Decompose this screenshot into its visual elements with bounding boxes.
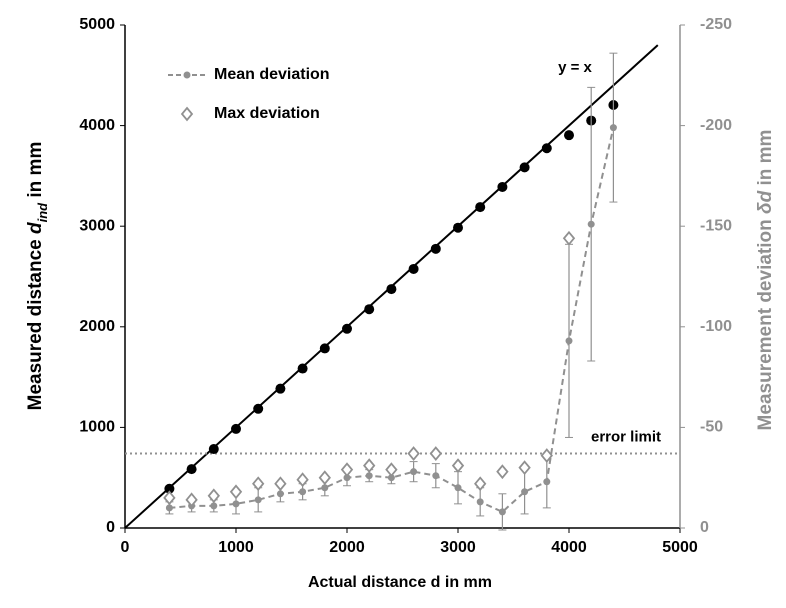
series-line [169, 127, 615, 514]
y-tick-label: 1000 [79, 419, 115, 436]
data-point [165, 504, 173, 512]
legend-label: Max deviation [214, 105, 320, 122]
x-tick-label: 4000 [551, 539, 587, 556]
data-point [254, 496, 262, 504]
y-label-text: Measured distance [25, 239, 46, 410]
data-point [299, 488, 307, 496]
data-point [321, 484, 329, 492]
diamond-point [185, 492, 198, 508]
x-tick-label: 3000 [440, 539, 476, 556]
data-point [565, 337, 573, 345]
y2-tick-label: 0 [700, 519, 709, 536]
y2-tick-label: -200 [700, 117, 732, 134]
error-limit-label: error limit [591, 429, 661, 446]
y-tick-label: 4000 [79, 117, 115, 134]
data-point [343, 474, 351, 482]
data-point [297, 363, 308, 374]
legend-marker [183, 71, 191, 79]
diamond-point [562, 230, 576, 246]
data-point [609, 124, 617, 132]
diamond-point [363, 458, 376, 474]
data-point [319, 343, 330, 354]
data-point [543, 478, 551, 486]
diamond-point [385, 462, 398, 478]
data-point [475, 202, 486, 213]
data-point [210, 502, 218, 510]
diamond-point [252, 476, 265, 492]
data-point [342, 323, 352, 334]
y-tick-label: 0 [106, 519, 115, 536]
x-tick-label: 1000 [218, 539, 254, 556]
data-point [186, 464, 197, 475]
diamond-point [429, 446, 442, 461]
x-axis-label: Actual distance d in mm [308, 574, 492, 591]
data-point [365, 472, 373, 480]
y2-axis-label: Measurement deviation δd in mm [755, 130, 776, 431]
diamond-point [496, 464, 509, 480]
data-point [364, 304, 375, 315]
identity-label: y = x [558, 59, 592, 76]
y-tick-label: 5000 [79, 16, 115, 33]
diamond-point [318, 470, 331, 486]
data-point [430, 243, 441, 254]
data-point [454, 484, 462, 492]
diamond-point [407, 446, 420, 461]
data-point [408, 263, 419, 274]
diamond-point [540, 448, 553, 463]
y2-tick-label: -100 [700, 318, 732, 335]
diamond-point [163, 490, 176, 506]
diamond-point [474, 476, 487, 492]
data-point [387, 474, 395, 482]
y2-label-unit: in mm [755, 130, 776, 186]
data-point [386, 284, 397, 295]
data-point [519, 162, 530, 173]
data-point [276, 490, 284, 498]
data-point [275, 383, 286, 394]
data-point [453, 222, 463, 233]
data-point [541, 143, 552, 154]
diamond-point [274, 476, 287, 492]
data-point [497, 181, 508, 192]
data-point [476, 498, 484, 506]
data-point [253, 403, 264, 414]
legend-marker [180, 106, 194, 122]
data-point [521, 488, 529, 496]
x-tick-label: 2000 [329, 539, 365, 556]
y-tick-label: 2000 [79, 318, 115, 335]
diamond-point [296, 472, 309, 488]
y-label-unit: in mm [25, 142, 46, 198]
y-label-subscript: ind [35, 202, 50, 223]
data-point [432, 472, 440, 480]
legend-label: Mean deviation [214, 66, 330, 83]
x-tick-label: 5000 [662, 539, 698, 556]
data-point [232, 500, 240, 508]
data-point [208, 444, 219, 455]
data-point [498, 508, 506, 516]
diamond-point [340, 462, 354, 478]
y2-label-symbol: δd [755, 190, 776, 214]
diamond-point [229, 484, 243, 500]
diamond-point [207, 488, 220, 504]
diamond-point [451, 458, 465, 474]
data-point [231, 423, 241, 434]
x-tick-label: 0 [121, 539, 130, 556]
y2-tick-label: -50 [700, 419, 723, 436]
y-tick-label: 3000 [79, 217, 115, 234]
data-point [164, 483, 175, 494]
y-axis-label: Measured distance dind in mm [25, 142, 50, 411]
y-label-symbol: d [25, 222, 46, 234]
y2-label-text: Measurement deviation [755, 219, 776, 430]
data-point [564, 130, 574, 141]
data-point [410, 468, 418, 476]
y2-tick-label: -150 [700, 217, 732, 234]
y2-tick-label: -250 [700, 16, 732, 33]
data-point [587, 220, 595, 228]
diamond-point [518, 460, 531, 476]
